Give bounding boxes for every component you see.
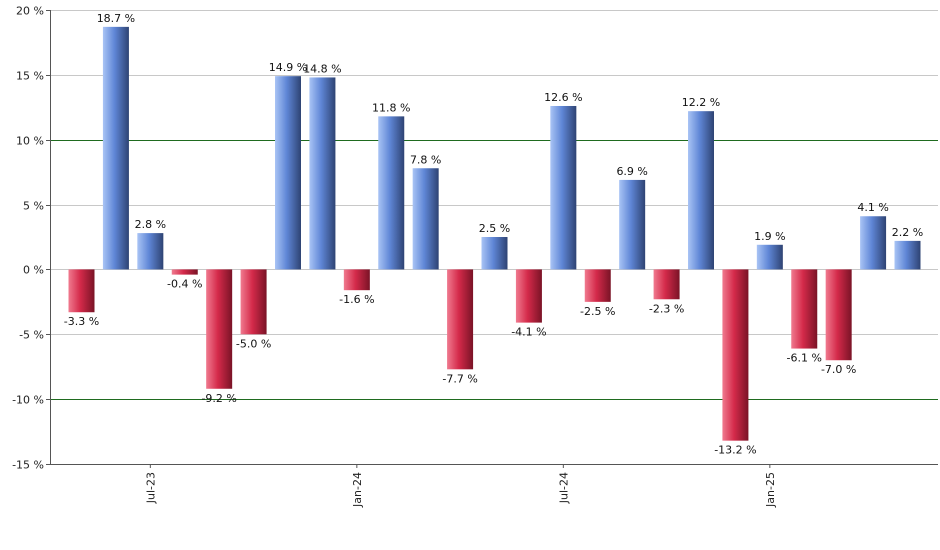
- bar-10: [412, 168, 439, 270]
- data-label-1: 18.7 %: [97, 12, 135, 25]
- bar-14: [550, 105, 577, 270]
- data-labels-layer: -3.3 % 18.7 % 2.8 % -0.4 % -9.2 % -5.0 % 14.9 …: [64, 12, 923, 457]
- data-label-0: -3.3 %: [64, 315, 99, 328]
- data-label-17: -2.3 %: [649, 302, 684, 315]
- y-tick-label: 20 %: [16, 5, 44, 18]
- bar-8: [343, 269, 370, 291]
- data-label-21: -6.1 %: [787, 352, 822, 365]
- data-label-7: 14.8 %: [303, 62, 341, 75]
- bar-22: [825, 269, 852, 361]
- data-label-22: -7.0 %: [821, 363, 856, 376]
- data-label-15: -2.5 %: [580, 305, 615, 318]
- bar-16: [619, 179, 646, 270]
- data-label-23: 4.1 %: [857, 201, 888, 214]
- data-label-4: -9.2 %: [201, 392, 236, 405]
- x-tick-label-jul-24: Jul-24: [557, 472, 570, 504]
- data-label-12: 2.5 %: [479, 222, 510, 235]
- data-label-3: -0.4 %: [167, 278, 202, 291]
- data-label-13: -4.1 %: [511, 326, 546, 339]
- bar-12: [481, 237, 508, 270]
- bar-11: [447, 269, 474, 370]
- bar-21: [791, 269, 818, 349]
- bar-17: [653, 269, 680, 300]
- data-label-16: 6.9 %: [616, 165, 647, 178]
- x-tick-label-jan-25: Jan-25: [764, 472, 777, 508]
- y-tick-label: -5 %: [19, 329, 44, 342]
- bar-20: [756, 244, 783, 270]
- y-tick-label: 10 %: [16, 135, 44, 148]
- bar-24: [894, 240, 921, 270]
- data-label-10: 7.8 %: [410, 153, 441, 166]
- data-label-20: 1.9 %: [754, 230, 785, 243]
- y-tick-label: 0 %: [23, 264, 44, 277]
- bars-layer: [68, 26, 921, 441]
- bar-18: [688, 111, 714, 270]
- x-tick-label-jan-24: Jan-24: [351, 472, 364, 508]
- data-label-6: 14.9 %: [269, 61, 307, 74]
- grid-layer: [50, 10, 938, 465]
- bar-6: [275, 76, 301, 270]
- data-label-18: 12.2 %: [682, 96, 720, 109]
- bar-1: [102, 26, 129, 270]
- y-tick-label: 5 %: [23, 200, 44, 213]
- bar-3: [171, 269, 198, 275]
- data-label-14: 12.6 %: [544, 91, 582, 104]
- bar-0: [68, 269, 95, 313]
- bar-23: [860, 216, 887, 270]
- y-tick-label: 15 %: [16, 70, 44, 83]
- data-label-11: -7.7 %: [442, 372, 477, 385]
- data-label-19: -13.2 %: [714, 444, 756, 457]
- bar-4: [206, 269, 233, 389]
- data-label-5: -5.0 %: [236, 337, 271, 350]
- bar-19: [722, 269, 749, 441]
- bar-2: [137, 233, 164, 270]
- data-label-24: 2.2 %: [892, 226, 923, 239]
- bar-7: [309, 77, 336, 270]
- bar-15: [584, 269, 611, 302]
- bar-5: [240, 269, 267, 335]
- axis-layer: 20 % 15 % 10 % 5 % 0 % -5 % -10 % -15 % Jul-23 Ja…: [12, 5, 938, 508]
- x-tick-label-jul-23: Jul-23: [144, 472, 157, 504]
- bar-9: [378, 116, 405, 270]
- data-label-8: -1.6 %: [339, 293, 374, 306]
- data-label-2: 2.8 %: [135, 218, 166, 231]
- data-label-9: 11.8 %: [372, 101, 410, 114]
- y-tick-label: -10 %: [12, 394, 44, 407]
- bar-13: [515, 269, 542, 323]
- y-tick-label: -15 %: [12, 459, 44, 472]
